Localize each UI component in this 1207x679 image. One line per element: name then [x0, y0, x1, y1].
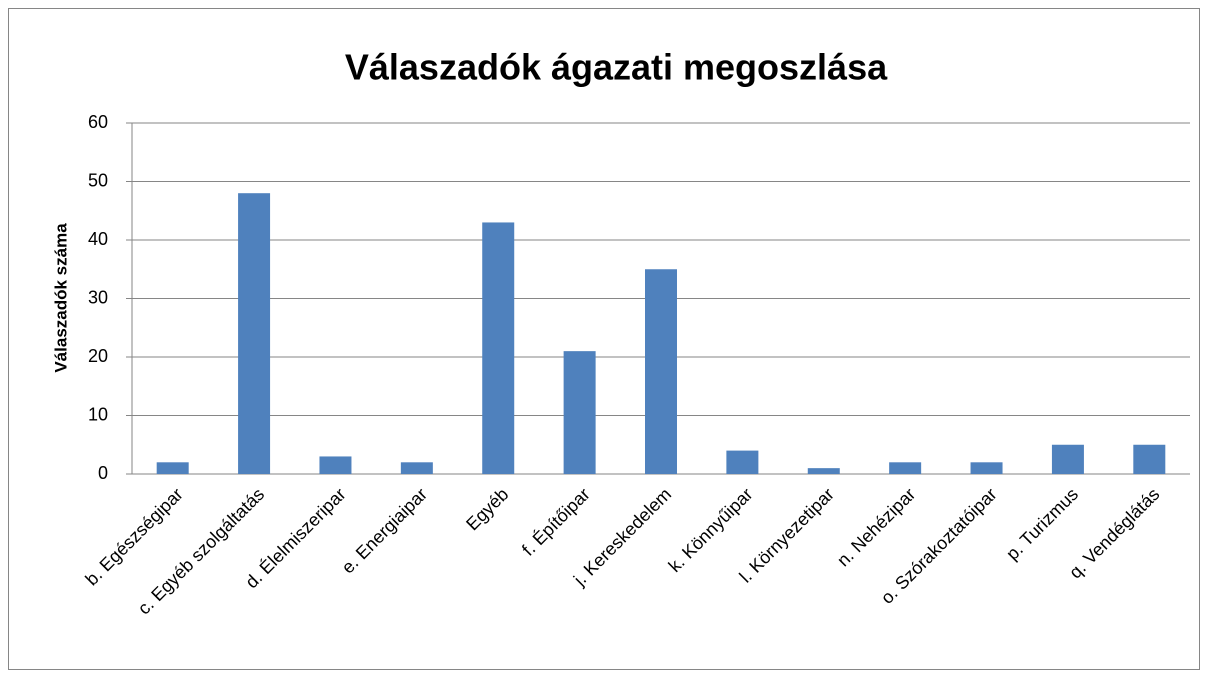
bar — [482, 222, 515, 474]
y-tick-label: 0 — [98, 463, 108, 483]
bar — [645, 269, 677, 474]
chart-title: Válaszadók ágazati megoszlása — [345, 47, 888, 88]
y-tick-label: 50 — [88, 170, 108, 190]
bar — [563, 351, 596, 474]
bar — [726, 450, 759, 474]
bar — [156, 462, 189, 474]
chart-border — [8, 8, 1200, 670]
bar — [807, 468, 840, 474]
bar — [1133, 444, 1166, 474]
bar — [400, 462, 433, 474]
bar — [238, 193, 271, 474]
bar — [889, 462, 922, 474]
bar — [970, 462, 1003, 474]
bar — [319, 456, 352, 474]
y-tick-label: 30 — [88, 287, 108, 307]
y-axis-label: Válaszadók száma — [51, 223, 70, 373]
y-tick-label: 20 — [88, 346, 108, 366]
y-tick-label: 10 — [88, 404, 108, 424]
bar — [1051, 444, 1084, 474]
y-tick-label: 60 — [88, 112, 108, 132]
y-tick-label: 40 — [88, 229, 108, 249]
